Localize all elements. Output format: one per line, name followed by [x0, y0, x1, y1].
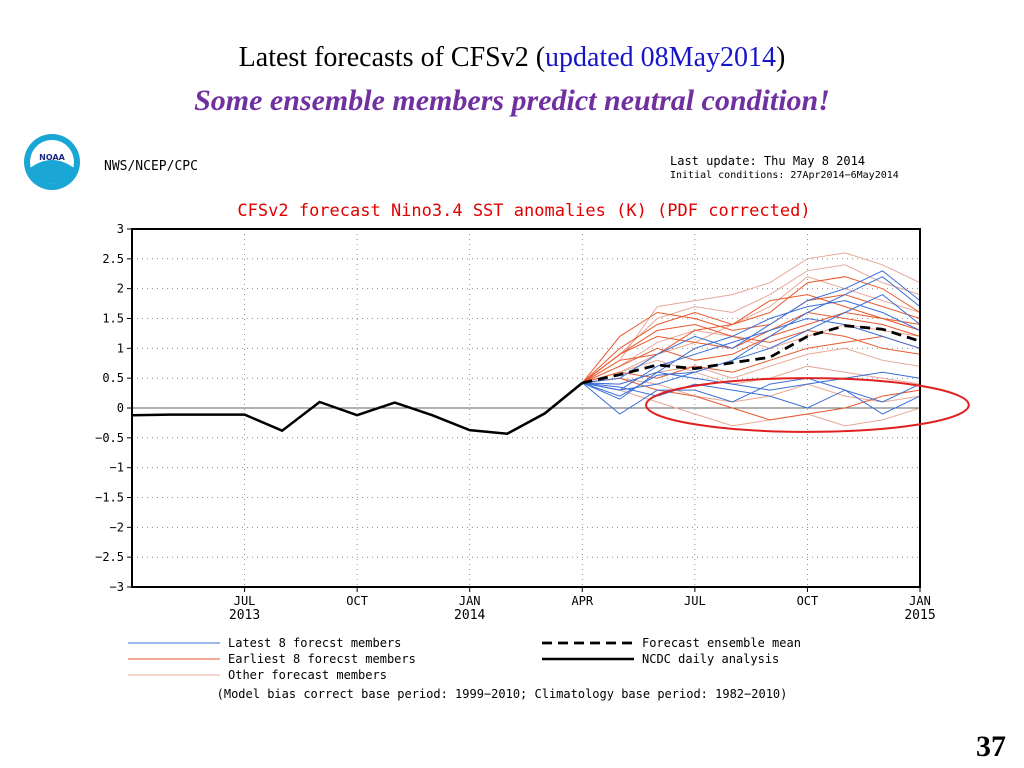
- y-tick-label: −2: [110, 520, 124, 534]
- x-tick-label: JAN: [459, 594, 481, 608]
- y-tick-label: 3: [117, 222, 124, 236]
- slide-subtitle: Some ensemble members predict neutral co…: [194, 84, 830, 117]
- neutral-highlight-ellipse: [645, 377, 970, 433]
- earliest-member-line: [581, 294, 921, 384]
- latest-member-line: [582, 300, 921, 400]
- chart-footnote: (Model bias correct base period: 1999−20…: [217, 687, 788, 701]
- plot-frame: [131, 228, 921, 588]
- ensemble-mean-line: [581, 324, 921, 385]
- slide-title-highlight: updated 08May2014: [545, 42, 777, 73]
- slide-title-prefix: Latest forecasts of CFSv2 (: [238, 42, 546, 73]
- y-tick-label: −0.5: [95, 431, 124, 445]
- earliest-member-line: [582, 335, 921, 384]
- x-tick-label: JUL: [684, 594, 706, 608]
- x-tick-label: JAN: [909, 594, 931, 608]
- earliest-member-line: [581, 323, 921, 384]
- y-tick-label: 1.5: [102, 312, 124, 326]
- initial-conditions-label: Initial conditions: 27Apr2014−6May2014: [670, 170, 899, 181]
- other-member-line: [582, 382, 921, 427]
- legend-label-other: Other forecast members: [228, 668, 387, 682]
- legend-label-earliest: Earliest 8 forecst members: [228, 652, 416, 666]
- last-update-label: Last update: Thu May 8 2014: [670, 154, 865, 168]
- other-member-line: [582, 276, 921, 384]
- x-tick-year-label: 2014: [454, 608, 485, 623]
- latest-member-line: [582, 382, 921, 409]
- x-tick-label: OCT: [797, 594, 819, 608]
- legend: Latest 8 forecst members Earliest 8 forec…: [128, 636, 801, 682]
- y-tick-label: −1.5: [95, 491, 124, 505]
- x-tick-label: JUL: [234, 594, 256, 608]
- y-tick-label: −1: [110, 461, 124, 475]
- chart-figure: NOAA NWS/NCEP/CPC Last update: Thu May 8…: [24, 134, 970, 701]
- latest-member-line: [582, 294, 921, 391]
- other-member-line: [582, 377, 921, 403]
- agency-label: NWS/NCEP/CPC: [104, 159, 198, 174]
- y-tick-label: 2: [117, 282, 124, 296]
- legend-label-latest: Latest 8 forecst members: [228, 636, 401, 650]
- logo-text: NOAA: [39, 153, 65, 162]
- latest-member-line: [581, 377, 921, 415]
- x-tick-year-label: 2015: [904, 608, 935, 623]
- page-number: 37: [976, 730, 1006, 763]
- x-tick-year-label: 2013: [229, 608, 260, 623]
- y-tick-label: 1: [117, 341, 124, 355]
- slide-title-suffix: ): [776, 42, 786, 73]
- legend-label-mean: Forecast ensemble mean: [642, 636, 801, 650]
- y-tick-label: 0: [117, 401, 124, 415]
- noaa-logo-icon: NOAA: [24, 134, 80, 190]
- y-tick-label: 2.5: [102, 252, 124, 266]
- x-tick-label: APR: [571, 594, 593, 608]
- annotation: [645, 377, 970, 433]
- analysis-line: [131, 381, 584, 435]
- plot-series: [131, 252, 921, 435]
- legend-label-analysis: NCDC daily analysis: [642, 652, 779, 666]
- y-tick-label: 0.5: [102, 371, 124, 385]
- chart-title: CFSv2 forecast Nino3.4 SST anomalies (K)…: [237, 201, 810, 221]
- x-tick-label: OCT: [346, 594, 368, 608]
- y-tick-label: −3: [110, 580, 124, 594]
- earliest-member-line: [582, 276, 921, 384]
- latest-member-line: [582, 317, 921, 391]
- other-member-line: [582, 252, 921, 384]
- y-axis: 3 2.5 2 1.5 1 0.5 0 −0.5 −1 −1.5 −2 −2.5 −3: [95, 222, 132, 594]
- plot-grid: [132, 228, 921, 588]
- slide-title: Latest forecasts of CFSv2 (updated 08May…: [0, 42, 1024, 74]
- y-tick-label: −2.5: [95, 550, 124, 564]
